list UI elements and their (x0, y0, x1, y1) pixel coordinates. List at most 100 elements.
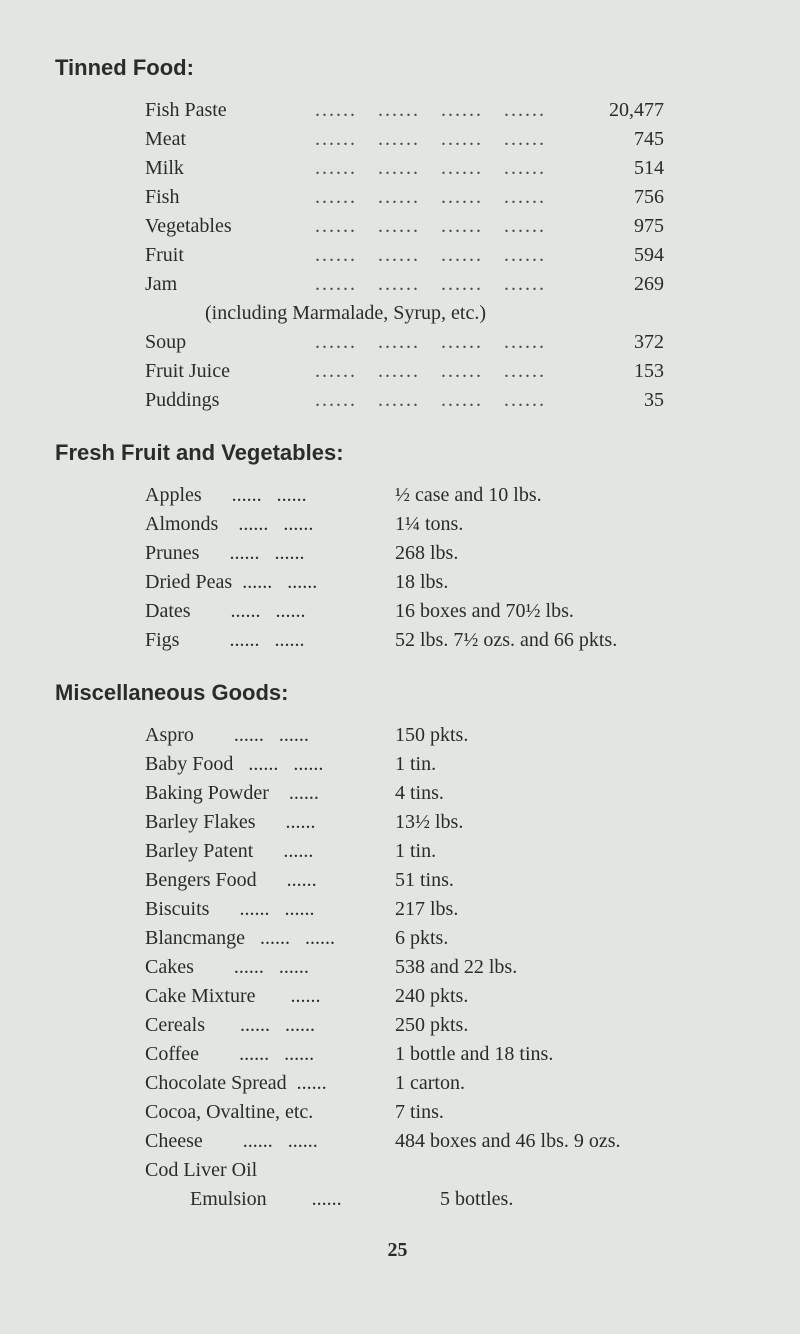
dots: ...... ...... ...... ...... (315, 99, 564, 122)
list-item: Dates ...... ...... 16 boxes and 70½ lbs… (145, 600, 740, 623)
item-label: Baby Food ...... ...... (145, 753, 395, 776)
item-value: 153 (564, 360, 664, 383)
fresh-list: Apples ...... ...... ½ case and 10 lbs. … (145, 484, 740, 652)
list-item: Bengers Food ...... 51 tins. (145, 869, 740, 892)
item-value: 268 lbs. (395, 542, 740, 565)
item-value: 18 lbs. (395, 571, 740, 594)
dots: ...... ...... ...... ...... (315, 244, 564, 267)
item-label: Vegetables (145, 215, 315, 238)
item-value: 5 bottles. (440, 1188, 740, 1211)
dots: ...... ...... ...... ...... (315, 186, 564, 209)
tinned-list: Fish Paste ...... ...... ...... ...... 2… (145, 99, 740, 412)
fresh-heading: Fresh Fruit and Vegetables: (55, 440, 740, 466)
list-item: Jam ...... ...... ...... ...... 269 (145, 273, 740, 296)
item-value: ½ case and 10 lbs. (395, 484, 740, 507)
item-value: 6 pkts. (395, 927, 740, 950)
dots: ...... ...... ...... ...... (315, 157, 564, 180)
list-item: Emulsion ...... 5 bottles. (145, 1188, 740, 1211)
item-label: Prunes ...... ...... (145, 542, 395, 565)
list-item: Cereals ...... ...... 250 pkts. (145, 1014, 740, 1037)
item-label: Dates ...... ...... (145, 600, 395, 623)
item-label: Fish (145, 186, 315, 209)
item-label: Cake Mixture ...... (145, 985, 395, 1008)
list-item: Cocoa, Ovaltine, etc. 7 tins. (145, 1101, 740, 1124)
item-value: 1¼ tons. (395, 513, 740, 536)
item-label: Dried Peas ...... ...... (145, 571, 395, 594)
page-number: 25 (55, 1239, 740, 1262)
list-item: Vegetables ...... ...... ...... ...... 9… (145, 215, 740, 238)
list-item: Blancmange ...... ...... 6 pkts. (145, 927, 740, 950)
dots: ...... ...... ...... ...... (315, 273, 564, 296)
item-value: 1 carton. (395, 1072, 740, 1095)
list-item: Aspro ...... ...... 150 pkts. (145, 724, 740, 747)
dots: ...... ...... ...... ...... (315, 360, 564, 383)
item-value: 975 (564, 215, 664, 238)
item-value: 52 lbs. 7½ ozs. and 66 pkts. (395, 629, 740, 652)
misc-heading: Miscellaneous Goods: (55, 680, 740, 706)
item-label: Fruit Juice (145, 360, 315, 383)
item-value: 7 tins. (395, 1101, 740, 1124)
item-value: 594 (564, 244, 664, 267)
item-value: 1 tin. (395, 840, 740, 863)
list-item: Puddings ...... ...... ...... ...... 35 (145, 389, 740, 412)
list-item: Fish ...... ...... ...... ...... 756 (145, 186, 740, 209)
misc-list: Aspro ...... ...... 150 pkts. Baby Food … (145, 724, 740, 1211)
item-value: 13½ lbs. (395, 811, 740, 834)
item-label: Fish Paste (145, 99, 315, 122)
item-label: Cod Liver Oil (145, 1159, 395, 1182)
item-label: Barley Patent ...... (145, 840, 395, 863)
item-label: Apples ...... ...... (145, 484, 395, 507)
item-label: Figs ...... ...... (145, 629, 395, 652)
dots: ...... ...... ...... ...... (315, 128, 564, 151)
item-label: Baking Powder ...... (145, 782, 395, 805)
list-item: Dried Peas ...... ...... 18 lbs. (145, 571, 740, 594)
item-value: 20,477 (564, 99, 664, 122)
page-container: Tinned Food: Fish Paste ...... ...... ..… (0, 0, 800, 1302)
item-label: Aspro ...... ...... (145, 724, 395, 747)
item-label: Puddings (145, 389, 315, 412)
item-value: 35 (564, 389, 664, 412)
item-label: Cheese ...... ...... (145, 1130, 395, 1153)
item-label: Emulsion ...... (145, 1188, 440, 1211)
list-item: Figs ...... ...... 52 lbs. 7½ ozs. and 6… (145, 629, 740, 652)
list-item: Biscuits ...... ...... 217 lbs. (145, 898, 740, 921)
item-label: Biscuits ...... ...... (145, 898, 395, 921)
list-item: Fruit Juice ...... ...... ...... ...... … (145, 360, 740, 383)
item-value: 269 (564, 273, 664, 296)
list-item: Cake Mixture ...... 240 pkts. (145, 985, 740, 1008)
list-item: Cakes ...... ...... 538 and 22 lbs. (145, 956, 740, 979)
tinned-note: (including Marmalade, Syrup, etc.) (205, 302, 740, 325)
list-item: Apples ...... ...... ½ case and 10 lbs. (145, 484, 740, 507)
list-item: Coffee ...... ...... 1 bottle and 18 tin… (145, 1043, 740, 1066)
item-value: 372 (564, 331, 664, 354)
item-value: 250 pkts. (395, 1014, 740, 1037)
list-item: Barley Patent ...... 1 tin. (145, 840, 740, 863)
list-item: Baby Food ...... ...... 1 tin. (145, 753, 740, 776)
list-item: Prunes ...... ...... 268 lbs. (145, 542, 740, 565)
item-label: Fruit (145, 244, 315, 267)
item-label: Cereals ...... ...... (145, 1014, 395, 1037)
item-value: 484 boxes and 46 lbs. 9 ozs. (395, 1130, 740, 1153)
item-value: 4 tins. (395, 782, 740, 805)
item-label: Soup (145, 331, 315, 354)
list-item: Meat ...... ...... ...... ...... 745 (145, 128, 740, 151)
item-label: Blancmange ...... ...... (145, 927, 395, 950)
item-label: Coffee ...... ...... (145, 1043, 395, 1066)
list-item: Soup ...... ...... ...... ...... 372 (145, 331, 740, 354)
list-item: Cod Liver Oil (145, 1159, 740, 1182)
item-value: 51 tins. (395, 869, 740, 892)
tinned-heading: Tinned Food: (55, 55, 740, 81)
item-label: Meat (145, 128, 315, 151)
item-label: Chocolate Spread ...... (145, 1072, 395, 1095)
list-item: Milk ...... ...... ...... ...... 514 (145, 157, 740, 180)
item-value: 150 pkts. (395, 724, 740, 747)
list-item: Barley Flakes ...... 13½ lbs. (145, 811, 740, 834)
item-label: Jam (145, 273, 315, 296)
item-value: 514 (564, 157, 664, 180)
item-value: 240 pkts. (395, 985, 740, 1008)
item-value: 745 (564, 128, 664, 151)
dots: ...... ...... ...... ...... (315, 331, 564, 354)
item-label: Milk (145, 157, 315, 180)
list-item: Almonds ...... ...... 1¼ tons. (145, 513, 740, 536)
item-label: Almonds ...... ...... (145, 513, 395, 536)
